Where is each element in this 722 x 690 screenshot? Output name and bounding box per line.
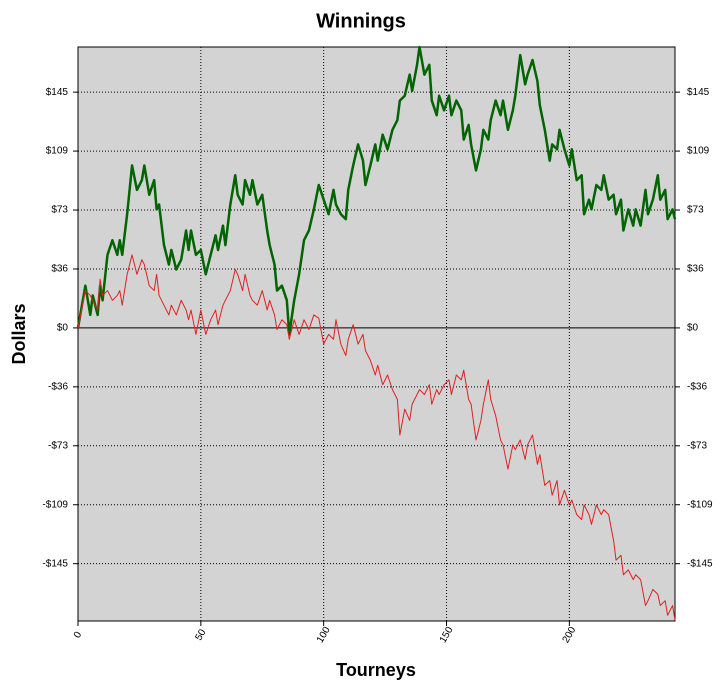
plot-area (77, 46, 676, 622)
y2-tick-label: -$109 (687, 499, 713, 510)
y2-tick-label: $73 (687, 205, 704, 216)
y-tick-label: -$145 (42, 558, 68, 569)
chart-title: Winnings (316, 10, 406, 32)
x-tick-label: 50 (193, 627, 208, 643)
y2-tick-label: $36 (687, 264, 704, 275)
x-tick-label: 200 (561, 625, 579, 645)
y-tick-label: -$36 (48, 381, 68, 392)
series-line (77, 254, 676, 621)
y2-tick-label: -$73 (687, 440, 707, 451)
y2-tick-label: $0 (687, 323, 699, 334)
y-tick-label: $36 (51, 264, 68, 275)
y-tick-label: -$109 (42, 499, 68, 510)
y-tick-label: $0 (57, 323, 69, 334)
series-line (76, 45, 677, 336)
y-tick-label: $73 (51, 205, 68, 216)
y-tick-label: -$73 (48, 440, 68, 451)
y2-tick-label: -$145 (687, 558, 713, 569)
y2-tick-label: -$36 (687, 381, 707, 392)
y2-tick-label: $109 (687, 146, 710, 157)
y2-tick-label: $145 (687, 87, 710, 98)
y-tick-label: $145 (46, 87, 69, 98)
x-axis-title: Tourneys (336, 660, 416, 680)
x-tick-label: 0 (72, 630, 85, 641)
x-tick-label: 150 (438, 625, 456, 645)
x-tick-label: 100 (315, 625, 333, 645)
y-tick-label: $109 (46, 146, 69, 157)
y-axis-title: Dollars (9, 303, 29, 364)
